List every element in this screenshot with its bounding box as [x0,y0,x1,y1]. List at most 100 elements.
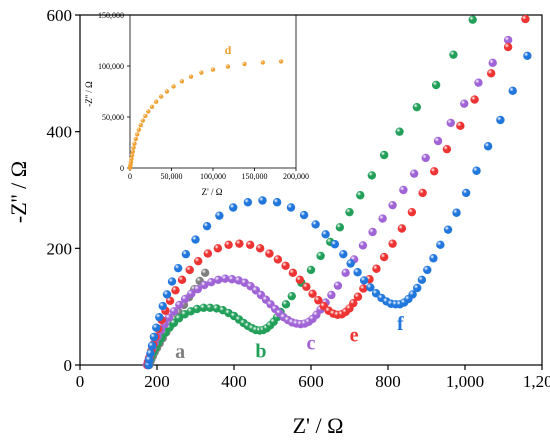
main-data-point [314,296,323,305]
main-data-point [214,275,223,285]
main-data-point [200,280,209,290]
inset-data-point [146,109,151,114]
inset-data-point [131,145,136,150]
main-data-point [299,210,309,220]
main-data-point [146,349,155,358]
main-data-point [149,332,159,342]
main-x-tick-label: 600 [298,372,324,391]
main-data-point [165,296,175,306]
inset-series-labels: d [225,43,232,57]
main-y-tick-label: 200 [47,239,73,258]
main-data-point [287,291,296,301]
inset-data-point [210,67,216,72]
main-data-point [295,275,305,285]
main-data-point [496,115,505,125]
main-data-point [327,290,336,300]
main-data-point [470,95,479,104]
main-data-point [366,283,375,292]
main-data-point [358,241,368,250]
main-data-point [523,51,532,61]
main-series-label-b: b [255,340,266,362]
main-data-point [356,191,365,200]
main-data-point [379,252,389,262]
main-data-point [378,214,387,223]
main-data-point [433,136,443,146]
main-data-point [379,150,389,160]
main-data-point [155,312,164,322]
inset-data-point [132,141,137,146]
main-axis-ticks: 0 200 400 600 800 1,000 1,200 0 200 400 600 [47,6,550,391]
inset-data-point [225,64,231,69]
main-data-point [171,286,180,295]
inset-data-point [135,132,140,137]
main-data-point [407,207,417,217]
main-plot-frame [79,14,543,366]
main-data-point [175,300,184,310]
main-data-point [255,244,265,253]
main-series-c [142,35,513,370]
main-data-point [472,166,481,175]
inset-data-point [179,79,185,84]
main-data-point [281,261,290,271]
main-data-point [185,265,194,275]
main-data-point [180,294,190,304]
inset-data-point [129,156,134,162]
main-data-point [167,277,177,286]
inset-series-label-d: d [225,43,232,57]
main-data-point [397,224,407,233]
main-data-point [213,244,223,253]
main-data-point [181,249,191,259]
main-data-point [162,290,172,299]
main-data-point [202,221,212,231]
main-data-point [452,208,461,217]
main-y-tick-label: 0 [64,356,73,375]
main-x-tick-label: 1,000 [446,372,484,391]
main-data-point [147,341,157,350]
inset-data-point [143,113,148,119]
main-y-tick-label: 600 [47,6,73,25]
main-series-label-c: c [307,332,316,354]
main-data-point [408,290,417,299]
inset-y-tick-label: 50,000 [102,113,124,122]
main-data-point [321,230,330,239]
main-data-point [152,323,161,332]
main-data-point [173,263,183,273]
main-data-point [145,355,154,364]
main-data-point [409,169,419,178]
main-data-point [429,254,438,263]
main-data-point [341,268,350,278]
main-x-tick-label: 1,200 [523,372,550,391]
main-data-point [421,153,430,163]
main-data-point [302,282,311,292]
inset-data-point [130,149,135,154]
main-data-point [177,275,187,285]
inset-plot-points [127,59,284,171]
main-data-point [474,78,483,87]
main-data-point [395,127,404,136]
x-axis-title: Z' / Ω [293,413,344,438]
main-x-tick-label: 400 [221,372,247,391]
main-data-point [164,313,174,322]
main-data-point [265,249,274,258]
main-data-point [367,171,377,180]
inset-data-point [138,122,143,128]
main-series-label-a: a [175,341,185,363]
main-data-point [191,235,200,244]
main-series-label-e: e [350,325,359,347]
main-data-point [436,240,445,250]
main-data-point [486,69,496,78]
inset-x-tick-label: 200,000 [283,172,309,181]
main-data-point [468,15,477,24]
main-data-point [388,200,397,210]
inset-data-point [188,74,194,79]
inset-plot-frame [129,14,297,169]
main-data-point [449,50,458,59]
main-data-point [353,292,363,301]
main-data-point [345,207,354,217]
inset-data-point [171,84,176,89]
main-data-point [359,276,369,285]
main-data-point [193,284,203,294]
main-data-point [308,289,317,299]
main-data-point [187,289,196,299]
main-plot-points [142,14,532,370]
